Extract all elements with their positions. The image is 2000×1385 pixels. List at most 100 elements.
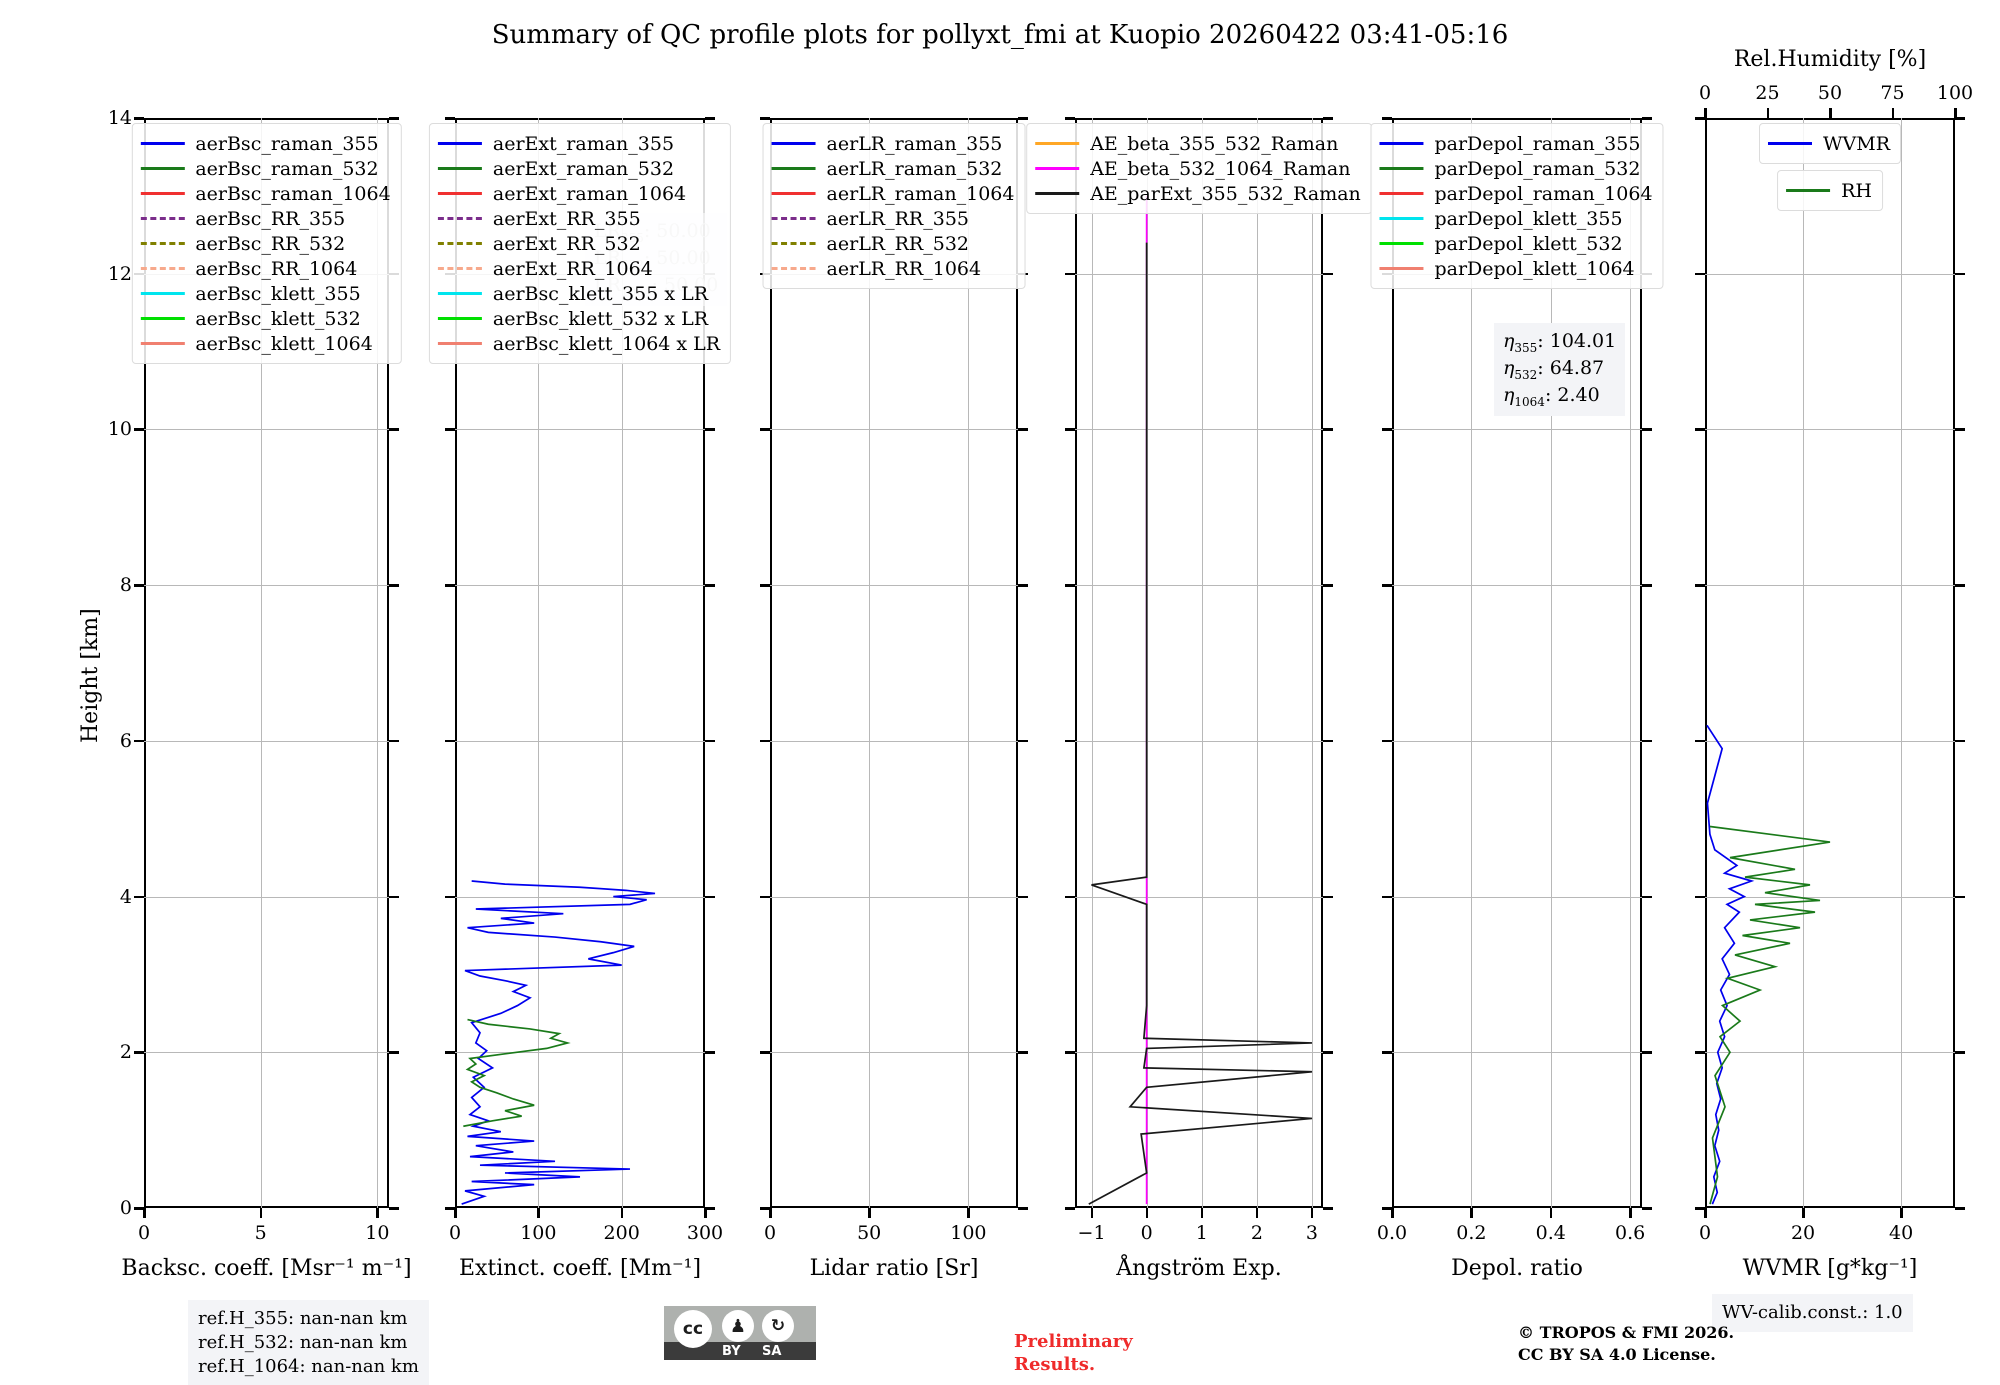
y-tick-mark bbox=[445, 584, 455, 587]
legend-item[interactable]: WVMR bbox=[1767, 131, 1890, 156]
legend-item[interactable]: aerLR_raman_532 bbox=[771, 156, 1015, 181]
legend-item[interactable]: aerBsc_RR_1064 bbox=[140, 256, 390, 281]
gridline-horizontal bbox=[1705, 585, 1955, 587]
legend-line-swatch bbox=[1379, 267, 1424, 270]
legend-item[interactable]: aerExt_raman_532 bbox=[437, 156, 720, 181]
legend-item[interactable]: aerLR_RR_355 bbox=[771, 206, 1015, 231]
legend-line-swatch bbox=[437, 242, 482, 245]
legend-line-swatch bbox=[140, 242, 185, 245]
legend-item[interactable]: aerBsc_klett_355 bbox=[140, 281, 390, 306]
legend-item[interactable]: aerLR_RR_1064 bbox=[771, 256, 1015, 281]
top-x-tick-mark bbox=[1766, 108, 1769, 118]
legend-line-swatch bbox=[1379, 142, 1424, 145]
x-axis-title-backscatter: Backsc. coeff. [Msr⁻¹ m⁻¹] bbox=[121, 1256, 412, 1281]
legend-item[interactable]: parDepol_klett_532 bbox=[1379, 231, 1652, 256]
y-tick-mark bbox=[389, 739, 399, 743]
y-tick-mark bbox=[1695, 584, 1705, 587]
legend-label: parDepol_raman_355 bbox=[1434, 132, 1641, 155]
legend-item[interactable]: AE_beta_355_532_Raman bbox=[1035, 131, 1361, 156]
legend-item[interactable]: aerExt_RR_532 bbox=[437, 231, 720, 256]
y-tick-mark bbox=[1065, 895, 1075, 899]
legend-item[interactable]: aerExt_raman_1064 bbox=[437, 181, 720, 206]
y-tick-mark bbox=[134, 584, 144, 587]
y-tick-mark bbox=[1955, 272, 1965, 276]
curve-aerExt_raman_355 bbox=[461, 880, 656, 1205]
legend-item[interactable]: aerBsc_raman_355 bbox=[140, 131, 390, 156]
gridline-vertical bbox=[1550, 118, 1552, 1208]
x-tick-label: 10 bbox=[365, 1222, 390, 1244]
legend-line-swatch bbox=[1035, 192, 1080, 195]
legend-label: aerLR_RR_1064 bbox=[826, 257, 982, 280]
y-tick-mark bbox=[1018, 1207, 1028, 1210]
legend-item[interactable]: aerBsc_raman_532 bbox=[140, 156, 390, 181]
x-tick-mark bbox=[1549, 1208, 1553, 1218]
y-tick-mark bbox=[445, 1051, 455, 1054]
y-tick-mark bbox=[1323, 428, 1333, 431]
gridline-horizontal bbox=[770, 429, 1018, 431]
legend-item[interactable]: aerBsc_klett_532 x LR bbox=[437, 306, 720, 331]
legend-label: AE_beta_532_1064_Raman bbox=[1090, 157, 1351, 180]
gridline-horizontal bbox=[1705, 1052, 1955, 1054]
legend-item[interactable]: parDepol_raman_532 bbox=[1379, 156, 1652, 181]
top-x-tick-mark bbox=[1954, 108, 1957, 118]
legend-item[interactable]: RH bbox=[1786, 178, 1872, 203]
gridline-horizontal bbox=[1392, 896, 1642, 898]
y-tick-mark bbox=[1382, 117, 1392, 120]
legend-item[interactable]: aerBsc_klett_532 bbox=[140, 306, 390, 331]
y-tick-mark bbox=[705, 584, 715, 587]
legend-item[interactable]: aerExt_RR_355 bbox=[437, 206, 720, 231]
legend-item[interactable]: aerLR_raman_355 bbox=[771, 131, 1015, 156]
legend-label: aerBsc_raman_532 bbox=[195, 157, 379, 180]
curve-RH bbox=[1709, 825, 1831, 1205]
copyright-line-1: © TROPOS & FMI 2026. bbox=[1518, 1323, 1735, 1342]
legend-line-swatch bbox=[437, 342, 482, 345]
y-tick-mark bbox=[1018, 895, 1028, 899]
legend-item[interactable]: aerExt_RR_1064 bbox=[437, 256, 720, 281]
y-tick-mark bbox=[445, 428, 455, 431]
legend-item[interactable]: aerBsc_klett_355 x LR bbox=[437, 281, 720, 306]
y-tick-mark bbox=[1323, 1051, 1333, 1054]
legend-item[interactable]: aerLR_raman_1064 bbox=[771, 181, 1014, 206]
gridline-vertical bbox=[1256, 118, 1258, 1208]
legend-line-swatch bbox=[140, 342, 185, 345]
x-tick-label: 1 bbox=[1195, 1222, 1208, 1244]
legend-line-swatch bbox=[771, 242, 816, 245]
y-tick-mark bbox=[1955, 895, 1965, 899]
legend-item[interactable]: parDepol_raman_355 bbox=[1379, 131, 1652, 156]
legend-item[interactable]: aerLR_RR_532 bbox=[771, 231, 1015, 256]
y-tick-mark bbox=[1642, 584, 1652, 587]
legend-label: aerBsc_raman_355 bbox=[195, 132, 379, 155]
x-tick-mark bbox=[1802, 1208, 1805, 1218]
legend-item[interactable]: aerBsc_RR_355 bbox=[140, 206, 390, 231]
y-tick-mark bbox=[760, 584, 770, 587]
x-tick-label: 40 bbox=[1888, 1222, 1914, 1244]
y-tick-mark bbox=[1642, 1207, 1652, 1210]
legend-item[interactable]: aerBsc_klett_1064 x LR bbox=[437, 331, 720, 356]
legend-item[interactable]: AE_beta_532_1064_Raman bbox=[1035, 156, 1361, 181]
y-tick-mark bbox=[760, 428, 770, 431]
y-tick-mark bbox=[1955, 1051, 1965, 1054]
legend-item[interactable]: parDepol_klett_1064 bbox=[1379, 256, 1652, 281]
legend-item[interactable]: aerBsc_klett_1064 bbox=[140, 331, 390, 356]
x-tick-label: 0.2 bbox=[1456, 1222, 1487, 1244]
legend-label: aerExt_RR_1064 bbox=[492, 257, 653, 280]
top-x-tick-label: 25 bbox=[1755, 82, 1780, 104]
cc-license-badge: cc ♟ ↻ BY SA bbox=[664, 1306, 816, 1360]
legend-item[interactable]: aerBsc_raman_1064 bbox=[140, 181, 391, 206]
y-tick-mark bbox=[1065, 272, 1075, 276]
y-axis-title: Height [km] bbox=[78, 608, 103, 743]
legend-item[interactable]: AE_parExt_355_532_Raman bbox=[1035, 181, 1361, 206]
x-tick-mark bbox=[376, 1208, 379, 1218]
legend-item[interactable]: parDepol_raman_1064 bbox=[1379, 181, 1653, 206]
legend-label: parDepol_klett_355 bbox=[1434, 207, 1623, 230]
y-tick-mark bbox=[134, 739, 144, 743]
legend-backscatter: aerBsc_raman_355 aerBsc_raman_532 aerBsc_r… bbox=[131, 123, 402, 364]
legend-item[interactable]: aerBsc_RR_532 bbox=[140, 231, 390, 256]
y-tick-mark bbox=[134, 1051, 144, 1054]
legend-angstrom: AE_beta_355_532_Raman AE_beta_532_1064_Ra… bbox=[1026, 123, 1372, 214]
x-tick-mark bbox=[1629, 1208, 1632, 1218]
legend-item[interactable]: aerExt_raman_355 bbox=[437, 131, 720, 156]
legend-item[interactable]: parDepol_klett_355 bbox=[1379, 206, 1652, 231]
legend-label: aerBsc_raman_1064 bbox=[195, 182, 391, 205]
